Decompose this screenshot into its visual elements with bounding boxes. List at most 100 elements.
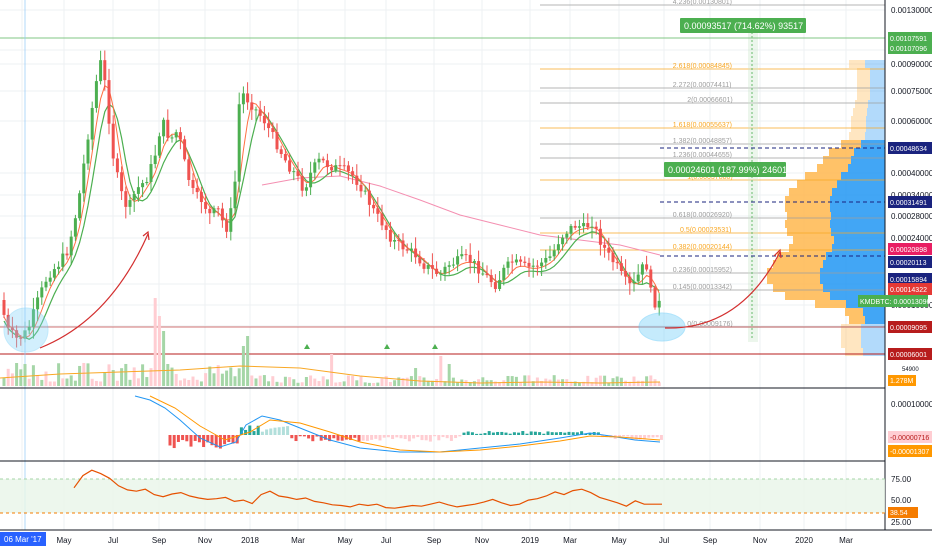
volume-bar [10, 373, 14, 386]
volume-bar [355, 380, 359, 386]
macd-bar [302, 435, 306, 437]
candle-body [124, 191, 128, 207]
uptrend-arrow-2 [664, 251, 781, 329]
time-axis-label: Mar [291, 536, 305, 545]
volume-bar [569, 381, 573, 386]
candle-body [561, 237, 565, 245]
candle-body [15, 330, 19, 338]
candle-body [624, 271, 628, 277]
volume-bar [531, 381, 535, 386]
candle-body [216, 208, 220, 210]
candle-body [10, 327, 14, 331]
price-tag-label: 0.00006001 [890, 352, 927, 359]
candle-body [48, 277, 52, 282]
candle-body [493, 282, 497, 289]
macd-bar [563, 432, 567, 435]
profile-bar [830, 220, 885, 228]
time-axis-label: Jul [659, 536, 669, 545]
macd-bar [445, 435, 449, 439]
volume-bar [15, 362, 19, 386]
candle-body [78, 193, 82, 219]
arrow-head-2 [773, 248, 782, 259]
volume-bar [632, 376, 636, 386]
macd-bar [210, 435, 214, 446]
candle-body [153, 155, 157, 165]
macd-bar [517, 432, 521, 435]
candle-body [199, 192, 203, 203]
candle-body [208, 208, 212, 214]
profile-bar [823, 284, 885, 292]
volume-bar [649, 375, 653, 386]
macd-bar [571, 432, 575, 435]
candle-body [359, 184, 363, 192]
candle-body [510, 261, 514, 263]
candle-body [577, 226, 581, 228]
volume-bar [111, 370, 115, 386]
candle-body [258, 109, 262, 116]
macd-bar [193, 435, 197, 441]
volume-bar [288, 377, 292, 386]
candle-body [19, 337, 23, 339]
rsi-line [73, 469, 662, 509]
price-tag [888, 196, 932, 208]
candle-body [229, 208, 233, 232]
volume-bar [313, 378, 317, 386]
candle-body [338, 165, 342, 167]
macd-bar [315, 435, 319, 437]
candle-body [132, 193, 136, 201]
volume-bar [292, 379, 296, 386]
macd-line [134, 395, 661, 453]
rsi-tag-label: 38.54 [890, 510, 908, 517]
volume-bar [325, 379, 329, 386]
price-tag-label: 0.00048634 [890, 146, 927, 153]
candle-body [170, 137, 174, 139]
fib-label: 1.236(0.00044655) [673, 152, 732, 159]
volume-bar [141, 364, 145, 386]
macd-bar [197, 435, 201, 443]
volume-bar [577, 382, 581, 386]
time-axis-label: Mar [839, 536, 853, 545]
candle-body [233, 181, 237, 209]
profile-bar [861, 340, 885, 348]
volume-bar [225, 370, 229, 386]
candle-body [346, 165, 350, 172]
time-axis-label: Mar [563, 536, 577, 545]
profile-bar [848, 164, 885, 172]
candle-body [44, 281, 48, 288]
profile-bar [837, 180, 885, 188]
profile-bar [832, 188, 885, 196]
volume-bar [187, 379, 191, 386]
candle-body [107, 80, 111, 124]
candle-body [657, 300, 661, 308]
macd-histogram [168, 425, 663, 449]
candle-body [376, 208, 380, 214]
volume-bar [44, 371, 48, 386]
candle-body [485, 273, 489, 276]
candle-body [460, 254, 464, 257]
volume-bar [611, 378, 615, 386]
candle-body [313, 162, 317, 173]
macd-bar [319, 435, 323, 441]
volume-bar [2, 377, 6, 386]
volume-sub-label: 54900 [902, 367, 919, 373]
volume-bar [40, 379, 44, 386]
svg-text:0.00024601 (187.99%) 24601: 0.00024601 (187.99%) 24601 [668, 165, 787, 175]
profile-bar [805, 172, 841, 180]
volume-bar [309, 375, 313, 386]
volume-bar [149, 368, 153, 386]
candle-body [519, 259, 523, 262]
profile-bar [815, 300, 846, 308]
macd-bar [172, 435, 176, 449]
macd-bar [550, 432, 554, 435]
volume-bar [523, 375, 527, 386]
macd-bar [378, 435, 382, 441]
price-tag [888, 142, 932, 154]
volume-bar [250, 375, 254, 386]
candle-body [451, 264, 455, 266]
macd-bar [458, 435, 462, 437]
signal-marker [384, 344, 390, 349]
candle-body [611, 252, 615, 263]
volume-bar [115, 380, 119, 386]
candle-body [65, 253, 69, 256]
